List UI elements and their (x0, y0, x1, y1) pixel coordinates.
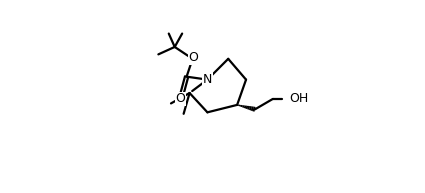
Text: O: O (176, 92, 185, 105)
Text: N: N (203, 73, 212, 86)
Text: OH: OH (289, 92, 309, 105)
Text: O: O (188, 51, 198, 64)
